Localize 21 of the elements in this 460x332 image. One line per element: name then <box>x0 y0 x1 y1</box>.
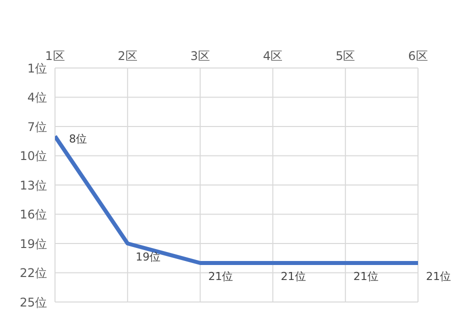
y-tick-label: 16位 <box>20 208 47 222</box>
y-tick-label: 25位 <box>20 295 47 310</box>
data-label: 21位 <box>208 270 234 283</box>
x-tick-label: 4区 <box>262 49 283 63</box>
y-tick-label: 22位 <box>20 266 47 280</box>
x-tick-label: 3区 <box>190 49 210 63</box>
x-tick-label: 5区 <box>336 49 356 63</box>
x-tick-label: 6区 <box>408 49 428 63</box>
y-tick-label: 13位 <box>20 178 47 192</box>
y-tick-label: 10位 <box>20 149 47 164</box>
x-tick-label: 2区 <box>118 49 138 63</box>
y-tick-label: 4位 <box>27 90 47 105</box>
data-label: 21位 <box>426 270 451 283</box>
data-label: 19位 <box>136 250 161 264</box>
data-label: 8位 <box>69 132 87 146</box>
x-tick-label: 1区 <box>45 49 65 63</box>
y-tick-label: 7位 <box>27 120 47 134</box>
data-label: 21位 <box>280 270 306 283</box>
y-tick-label: 19位 <box>20 236 47 251</box>
y-tick-label: 1位 <box>27 61 47 76</box>
data-label: 21位 <box>353 270 378 283</box>
